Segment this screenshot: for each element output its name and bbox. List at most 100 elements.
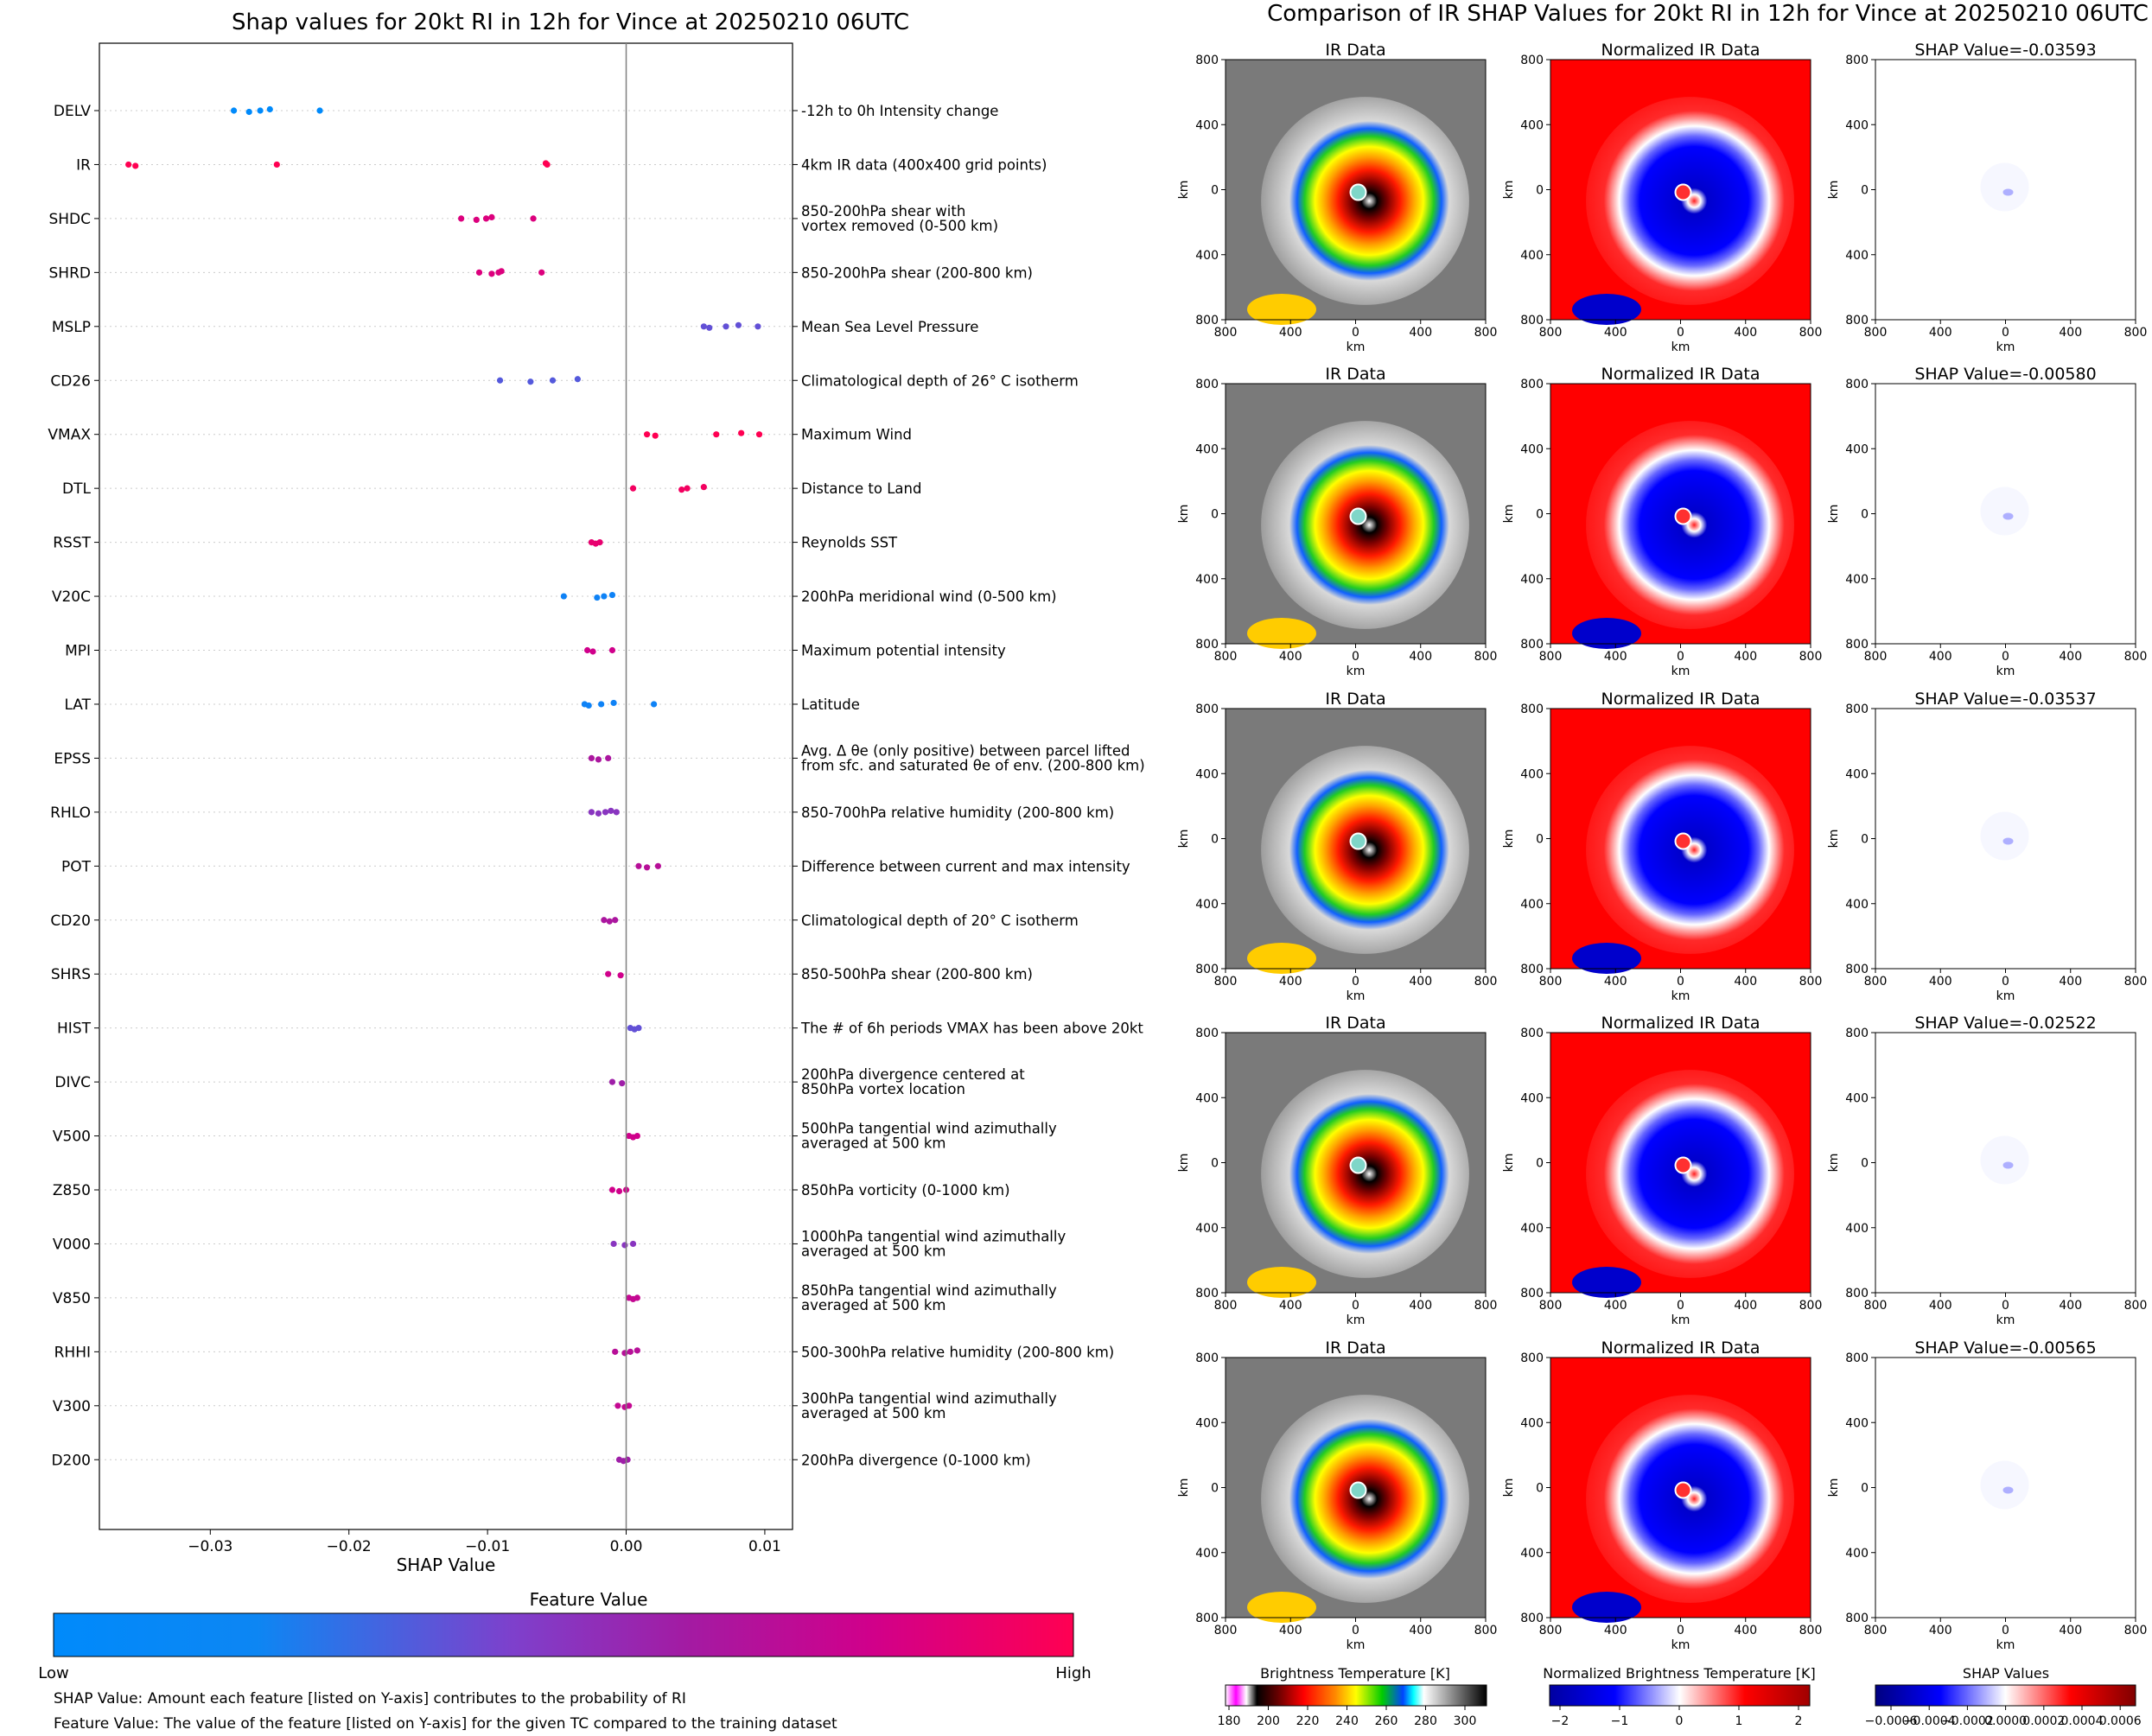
- ir-x-tick-label: 400: [2059, 326, 2082, 340]
- corner-cloud: [1572, 1592, 1641, 1623]
- shap-point-delv: [316, 107, 323, 114]
- ir-subplot-title: Normalized IR Data: [1601, 1014, 1760, 1033]
- ir-subplot-title: Normalized IR Data: [1601, 41, 1760, 60]
- colorbar-tick-label: −2: [1551, 1714, 1569, 1728]
- ir-x-tick-label: 800: [1799, 1299, 1823, 1313]
- shap-point-v500: [634, 1132, 640, 1140]
- feature-desc-v850: averaged at 500 km: [801, 1297, 945, 1313]
- shap-point-rhlo: [602, 809, 609, 816]
- feature-desc-z850: 850hPa vorticity (0-1000 km): [801, 1182, 1010, 1199]
- feature-desc-v300: 300hPa tangential wind azimuthally: [801, 1390, 1057, 1407]
- ir-x-tick-label: 400: [1734, 1624, 1757, 1637]
- ir-y-tick-label: 0: [1211, 508, 1219, 522]
- colorbar-tick-label: 180: [1218, 1714, 1241, 1728]
- ir-y-tick-label: 400: [1195, 1222, 1219, 1236]
- ir-y-tick-label: 400: [1845, 1091, 1869, 1105]
- shap-x-label: SHAP Value: [397, 1555, 496, 1575]
- shap-point-dtl: [700, 484, 707, 491]
- shap-point-cd20: [606, 918, 613, 925]
- ir-y-tick-label: 800: [1195, 1287, 1219, 1300]
- corner-cloud: [1247, 1267, 1316, 1298]
- feature-desc-v000: averaged at 500 km: [801, 1243, 945, 1259]
- ir-y-tick-label: 800: [1845, 378, 1869, 391]
- shap-point-delv: [245, 108, 252, 116]
- ir-y-tick-label: 400: [1195, 1547, 1219, 1561]
- shap-value-title: SHAP Value=-0.00565: [1914, 1339, 2096, 1358]
- ir-x-tick-label: 400: [1604, 1624, 1627, 1637]
- storm-image: [1586, 746, 1794, 954]
- ir-subplot-r2-c3: SHAP Value=-0.00580800800400400004004008…: [1827, 365, 2147, 678]
- ir-x-tick-label: 400: [1279, 1624, 1302, 1637]
- ir-y-tick-label: 800: [1845, 1287, 1869, 1300]
- feature-name-rhlo: RHLO: [50, 804, 91, 822]
- ir-y-tick-label: 0: [1211, 1482, 1219, 1496]
- shap-point-shrs: [617, 972, 624, 979]
- shap-point-v000: [629, 1240, 637, 1248]
- ir-y-tick-label: 800: [1520, 314, 1544, 327]
- shap-value-title: SHAP Value=-0.02522: [1914, 1014, 2096, 1033]
- shap-point-v000: [621, 1242, 628, 1249]
- ir-y-tick-label: 400: [1195, 118, 1219, 132]
- ir-x-tick-label: 0: [1677, 1299, 1684, 1313]
- ir-x-tick-label: 400: [1604, 650, 1627, 664]
- shap-halo: [1980, 162, 2029, 212]
- colorbar-tick-label: −0.0006: [1865, 1714, 1918, 1728]
- shap-point-ir: [125, 161, 132, 169]
- ir-x-tick-label: 0: [1352, 326, 1359, 340]
- shap-point-rhlo: [588, 809, 595, 816]
- ir-y-axis-label: km: [1502, 830, 1516, 849]
- ir-y-tick-label: 800: [1520, 703, 1544, 716]
- storm-eye: [1674, 1481, 1692, 1499]
- ir-x-axis-label: km: [1996, 340, 2015, 354]
- ir-x-tick-label: 400: [1929, 326, 1952, 340]
- ir-y-tick-label: 800: [1195, 378, 1219, 391]
- feature-desc-shrs: 850-500hPa shear (200-800 km): [801, 966, 1033, 982]
- shap-point-delv: [230, 107, 238, 114]
- feature-name-mslp: MSLP: [52, 319, 91, 336]
- feature-name-v20c: V20C: [52, 588, 91, 606]
- ir-y-tick-label: 0: [1861, 1157, 1869, 1171]
- shap-value-title: SHAP Value=-0.03537: [1914, 690, 2096, 709]
- shap-point-z850: [615, 1187, 623, 1195]
- ir-subplot-r3-c2: Normalized IR Data8008004004000040040080…: [1502, 690, 1822, 1003]
- shap-point-vmax: [643, 431, 651, 438]
- shap-point-cd20: [612, 917, 619, 924]
- ir-y-tick-label: 400: [1520, 1222, 1544, 1236]
- ir-y-tick-label: 800: [1845, 1027, 1869, 1040]
- ir-y-tick-label: 800: [1520, 54, 1544, 67]
- shap-halo: [1980, 486, 2029, 536]
- feature-desc-shrd: 850-200hPa shear (200-800 km): [801, 264, 1033, 281]
- shap-point-v300: [626, 1402, 633, 1409]
- ir-x-tick-label: 800: [1864, 1624, 1888, 1637]
- ir-y-tick-label: 800: [1520, 1351, 1544, 1365]
- x-tick-label: 0.00: [610, 1538, 643, 1555]
- note-shap-value: SHAP Value: Amount each feature [listed …: [54, 1690, 686, 1707]
- ir-y-tick-label: 800: [1520, 1027, 1544, 1040]
- feature-name-vmax: VMAX: [48, 427, 91, 444]
- colorbar-tick-label: 1: [1735, 1714, 1743, 1728]
- ir-y-tick-label: 400: [1520, 573, 1544, 587]
- feature-desc-epss: Avg. Δ θe (only positive) between parcel…: [801, 742, 1130, 759]
- shap-point-v300: [614, 1402, 621, 1409]
- ir-y-tick-label: 0: [1861, 833, 1869, 847]
- ir-y-axis-label: km: [1502, 1154, 1516, 1173]
- ir-subplot-title: Normalized IR Data: [1601, 1339, 1760, 1358]
- ir-x-tick-label: 400: [1604, 975, 1627, 989]
- ir-x-tick-label: 400: [1279, 975, 1302, 989]
- shap-point-divc: [608, 1078, 616, 1085]
- ir-x-tick-label: 800: [1474, 1624, 1498, 1637]
- shap-point-cd26: [527, 378, 534, 385]
- ir-y-tick-label: 0: [1211, 184, 1219, 198]
- shap-values-colorbar-gradient: [1875, 1684, 2136, 1707]
- ir-y-tick-label: 0: [1211, 833, 1219, 847]
- ir-y-axis-label: km: [1502, 505, 1516, 524]
- ir-y-axis-label: km: [1502, 181, 1516, 200]
- normalized-colorbar-label: Normalized Brightness Temperature [K]: [1543, 1665, 1816, 1682]
- colorbar-tick-label: 0.0004: [2061, 1714, 2104, 1728]
- ir-x-tick-label: 400: [2059, 975, 2082, 989]
- shap-point-shrd: [488, 270, 495, 277]
- ir-x-tick-label: 800: [1799, 975, 1823, 989]
- ir-subplot-r5-c2: Normalized IR Data8008004004000040040080…: [1502, 1339, 1822, 1652]
- feature-name-dtl: DTL: [62, 480, 91, 498]
